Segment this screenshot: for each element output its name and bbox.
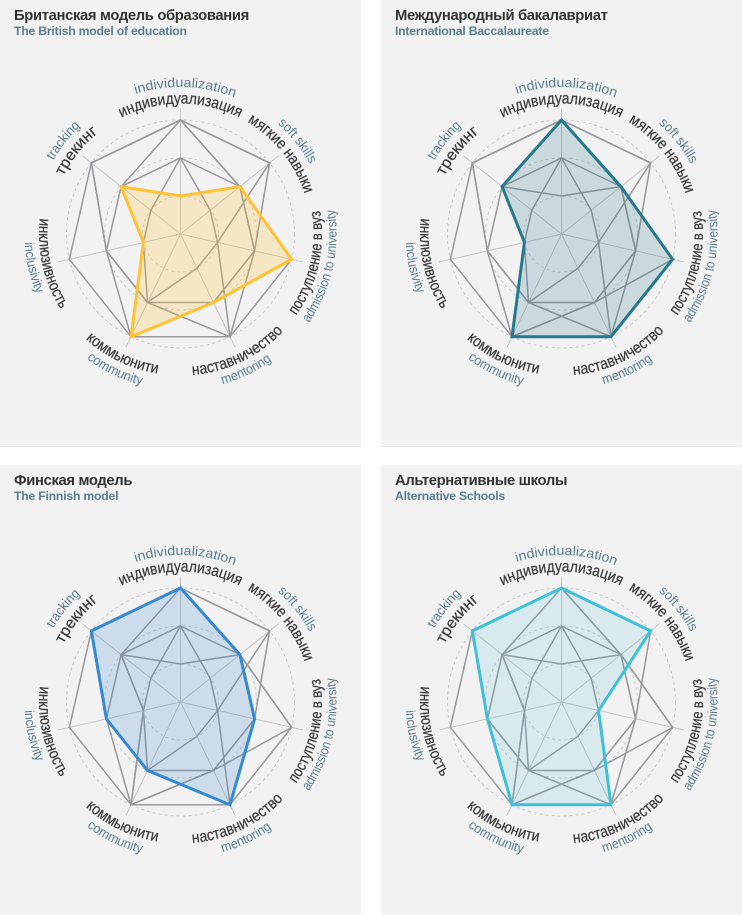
svg-text:инклюзивность: инклюзивность [35,686,72,779]
svg-text:инклюзивность: инклюзивность [35,218,72,311]
svg-text:инклюзивность: инклюзивность [416,218,453,311]
svg-text:инклюзивность: инклюзивность [416,686,453,779]
